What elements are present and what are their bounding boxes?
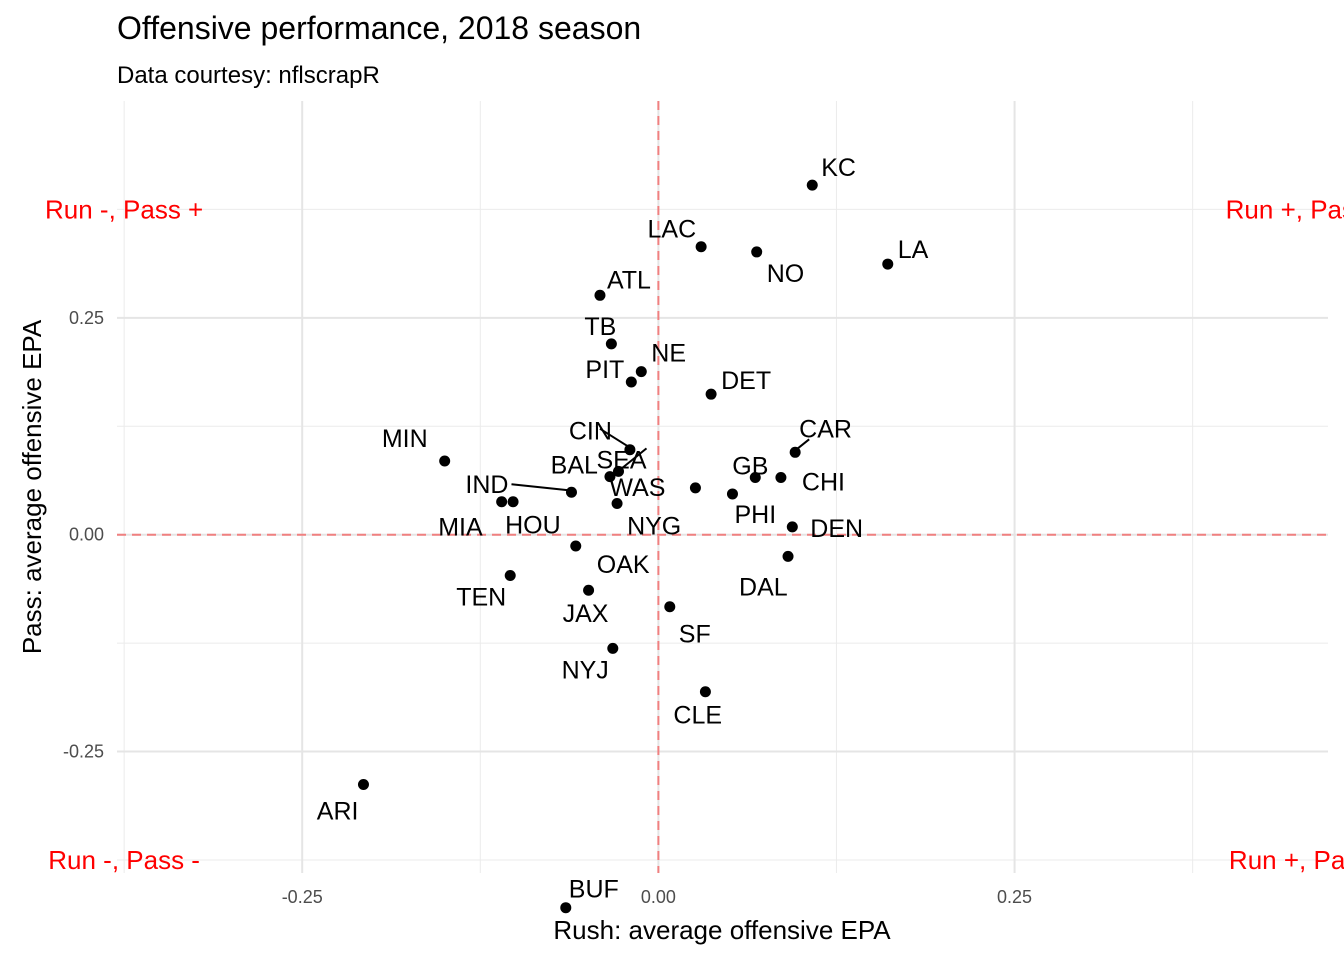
- point-buf: [560, 902, 572, 914]
- x-axis-title: Rush: average offensive EPA: [553, 915, 891, 945]
- point-no: [751, 246, 763, 258]
- point-nyg: [611, 497, 623, 509]
- point-dal: [782, 550, 794, 562]
- point-label-hou: HOU: [505, 512, 561, 540]
- point-ari: [357, 779, 369, 791]
- point-label-dal: DAL: [739, 573, 788, 601]
- point-label-det: DET: [721, 367, 771, 395]
- point-was: [689, 482, 701, 494]
- x-tick-label: -0.25: [282, 887, 323, 907]
- point-label-sea: SEA: [596, 446, 646, 474]
- point-label-bal: BAL: [551, 452, 598, 480]
- quadrant-labels: Run -, Pass + Run +, Pass + Run -, Pass - R…: [45, 194, 1344, 875]
- y-axis-title: Pass: average offensive EPA: [17, 319, 47, 654]
- point-la: [882, 258, 894, 270]
- point-det: [705, 388, 717, 400]
- point-label-sf: SF: [679, 621, 711, 649]
- point-label-mia: MIA: [438, 514, 483, 542]
- point-ne: [635, 366, 647, 378]
- point-cle: [699, 686, 711, 698]
- point-label-ari: ARI: [317, 798, 359, 826]
- y-tick-label: 0.25: [69, 308, 104, 328]
- point-pit: [625, 376, 637, 388]
- point-label-ne: NE: [651, 340, 686, 368]
- y-tick-label: -0.25: [63, 742, 104, 762]
- point-label-car: CAR: [799, 415, 852, 443]
- leader-sea: [619, 447, 648, 471]
- point-label-was: WAS: [609, 474, 665, 502]
- point-atl: [594, 289, 606, 301]
- point-nyj: [607, 642, 619, 654]
- point-label-lac: LAC: [647, 216, 696, 244]
- point-label-kc: KC: [821, 154, 856, 182]
- point-jax: [583, 584, 595, 596]
- point-hou: [507, 496, 519, 508]
- grid: [117, 101, 1328, 873]
- point-gb: [749, 471, 761, 483]
- chart-subtitle: Data courtesy: nflscrapR: [117, 62, 380, 89]
- reference-lines: [117, 101, 1328, 873]
- point-label-tb: TB: [584, 313, 616, 341]
- point-label-nyg: NYG: [627, 512, 681, 540]
- point-label-la: LA: [898, 236, 929, 264]
- point-min: [439, 455, 451, 467]
- leader-ind: [511, 483, 569, 492]
- point-mia: [496, 496, 508, 508]
- point-label-chi: CHI: [802, 468, 845, 496]
- x-tick-label: 0.25: [997, 887, 1032, 907]
- quadrant-label: Run -, Pass +: [45, 194, 203, 224]
- point-oak: [570, 540, 582, 552]
- point-tb: [605, 338, 617, 350]
- point-label-jax: JAX: [563, 600, 609, 628]
- y-tick-label: 0.00: [69, 525, 104, 545]
- point-lac: [695, 241, 707, 253]
- point-sf: [664, 601, 676, 613]
- point-kc: [806, 179, 818, 191]
- point-label-gb: GB: [732, 452, 768, 480]
- point-label-no: NO: [767, 260, 805, 288]
- point-label-cle: CLE: [673, 702, 722, 730]
- x-tick-label: 0.00: [641, 887, 676, 907]
- points: [357, 179, 894, 914]
- point-den: [786, 521, 798, 533]
- axis-ticks: -0.25 0.00 0.25 -0.25 0.00 0.25: [63, 308, 1032, 907]
- point-label-oak: OAK: [597, 551, 650, 579]
- point-ind: [565, 486, 577, 498]
- point-bal: [604, 471, 616, 483]
- quadrant-label: Run +, Pass -: [1229, 845, 1344, 875]
- leader-cin: [599, 427, 628, 447]
- point-label-den: DEN: [810, 515, 863, 543]
- quadrant-label: Run +, Pass +: [1226, 194, 1344, 224]
- quadrant-label: Run -, Pass -: [48, 845, 200, 875]
- point-phi: [726, 488, 738, 500]
- point-chi: [775, 471, 787, 483]
- point-label-min: MIN: [382, 425, 428, 453]
- chart-title: Offensive performance, 2018 season: [117, 10, 641, 46]
- point-label-buf: BUF: [569, 876, 619, 904]
- point-cin: [624, 444, 636, 456]
- point-ten: [504, 569, 516, 581]
- point-label-pit: PIT: [585, 356, 624, 384]
- point-label-nyj: NYJ: [562, 656, 609, 684]
- point-label-atl: ATL: [607, 266, 651, 294]
- point-car: [789, 446, 801, 458]
- point-label-cin: CIN: [569, 418, 612, 446]
- point-label-ten: TEN: [456, 583, 506, 611]
- point-sea: [612, 465, 624, 477]
- point-label-ind: IND: [465, 471, 508, 499]
- point-label-phi: PHI: [734, 501, 776, 529]
